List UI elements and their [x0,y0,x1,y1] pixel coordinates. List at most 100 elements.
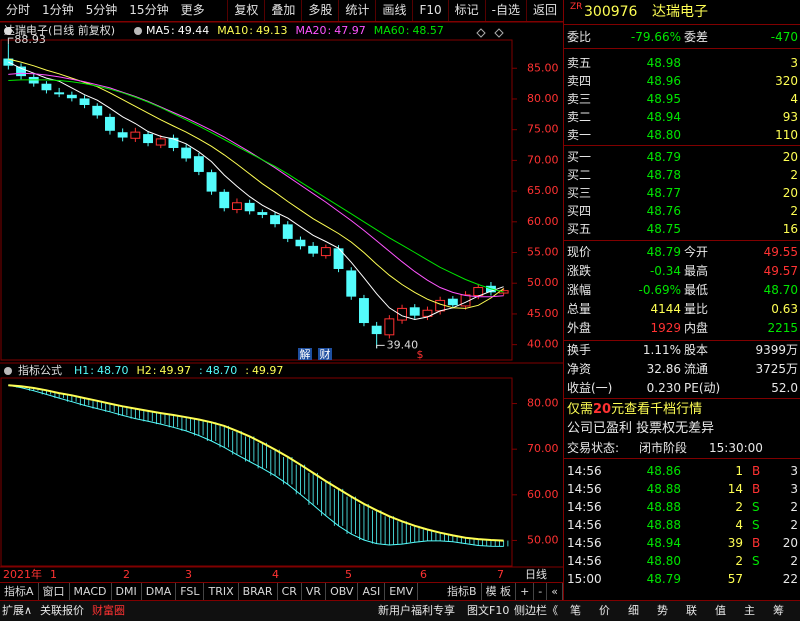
toolbar-button[interactable]: -自选 [484,0,526,21]
y-tick-label: 85.00 [527,61,559,74]
promo[interactable]: 仅需20元查看千档行情 [567,401,702,419]
indicator-tab[interactable]: EMV [385,583,419,600]
quote-cell: 15:00 [567,572,602,586]
quote-cell: 48.94 [646,110,681,124]
indicator-tab[interactable]: BRAR [239,583,278,600]
toolbar-button[interactable]: 画线 [375,0,412,21]
quote-cell: 48.76 [646,204,681,218]
candle-body [320,247,331,257]
indicator-tab[interactable]: 窗口 [39,583,70,600]
y-tick-label: 50.00 [527,276,559,289]
candle-body [16,66,26,77]
quote-cell: 48.88 [646,482,681,496]
toolbar-button[interactable]: 15分钟 [129,3,169,17]
quote-cell: 总量 [567,302,592,316]
sub-plot-frame [0,377,513,567]
quote-cell: 2 [790,554,798,568]
indicator-tab[interactable]: ASI [358,583,386,600]
toolbar-button[interactable]: 5分钟 [85,3,118,17]
quote-cell: 最低 [684,283,709,297]
toolbar-button[interactable]: 多股 [301,0,338,21]
indicator-tab[interactable]: + [516,583,535,600]
quote-cell: 49.57 [763,264,798,278]
chart-title: 达瑞电子(日线 前复权) [4,23,115,37]
indicator-tab[interactable]: FSL [176,583,205,600]
side-tab[interactable]: 势 [657,604,668,617]
toolbar-button[interactable]: 返回 [525,0,563,21]
side-tab[interactable]: 值 [715,604,726,617]
legend-name: MA10 [217,24,248,37]
quote-cell: 1 [735,464,743,478]
quote-cell: 4 [790,92,798,106]
bottom-button[interactable]: 扩展∧ [2,604,33,617]
bottom-bar: 扩展∧ 关联报价 财富圈 新用户福利专享 图文F10 侧边栏《笔 价 细 势 联 值 主 筹 [0,600,800,621]
quote-cell: 买一 [567,150,592,164]
quote-cell: 买三 [567,186,592,200]
bottom-button[interactable]: 图文F10 [467,604,510,617]
indicator-tab[interactable]: DMI [112,583,142,600]
quote-cell: 流通 [684,362,709,376]
legend-separator: : [90,364,94,377]
event-marker-bg [298,348,312,360]
indicator-tab[interactable]: 指标A [0,583,39,600]
indicator-tab[interactable]: OBV [326,583,359,600]
toolbar-button[interactable]: 叠加 [264,0,301,21]
quote-cell: 涨跌 [567,264,592,278]
indicator-line [8,384,504,542]
indicator-tab[interactable]: DMA [142,583,177,600]
side-tab[interactable]: 笔 [570,604,581,617]
title-icon [4,367,12,375]
quote-cell: 52.0 [771,381,798,395]
bottom-button[interactable]: 侧边栏《 [514,604,558,617]
indicator-tab[interactable]: « [547,583,563,600]
quote-cell: 闭市阶段 [639,441,688,455]
toolbar-button[interactable]: 1分钟 [42,3,74,17]
quote-cell: S [752,518,760,532]
toolbar-button[interactable]: F10 [412,0,447,21]
side-tab[interactable]: 主 [744,604,755,617]
diamond-icon[interactable] [476,28,486,38]
bottom-button[interactable]: 关联报价 [40,604,84,617]
separator [564,458,800,459]
toolbar-button[interactable]: 统计 [338,0,375,21]
legend-separator: : [199,364,203,377]
indicator-tab[interactable]: 模 板 [482,583,517,600]
toolbar-button[interactable]: 复权 [227,0,264,21]
quote-cell: 48.79 [646,572,681,586]
indicator-tab[interactable]: CR [278,583,302,600]
side-tab[interactable]: 筹 [773,604,784,617]
candle-body [117,132,128,138]
quote-cell: 量比 [684,302,709,316]
indicator-tab[interactable]: TRIX [204,583,239,600]
toolbar-button[interactable]: 标记 [447,0,485,21]
side-tab[interactable]: 价 [599,604,610,617]
quote-cell: 48.94 [646,536,681,550]
quote-cell: 14:56 [567,500,602,514]
quote-cell: 3725万 [755,362,798,376]
candle-body [295,239,306,247]
indicator-tab[interactable]: MACD [70,583,112,600]
candle-body [282,224,293,239]
side-tab[interactable]: 联 [686,604,697,617]
quote-cell: -470 [770,30,798,44]
legend-name: H1 [74,364,89,377]
quote-cell: 320 [775,74,798,88]
quote-cell: 委差 [684,30,709,44]
quote-cell: 1.11% [642,343,681,357]
legend-value: 48.70 [97,364,129,377]
quote-cell: 20 [782,150,798,164]
indicator-tab[interactable]: VR [302,583,327,600]
indicator-tab[interactable]: 指标B [443,583,482,600]
diamond-icon[interactable] [494,28,504,38]
candle-body [346,270,357,297]
toolbar-button[interactable]: 更多 [180,3,205,17]
indicator-tab[interactable]: - [534,583,548,600]
bottom-button[interactable]: 新用户福利专享 [378,604,455,617]
legend-separator: : [171,24,175,37]
quote-cell: 换手 [567,343,592,357]
quote-cell: 48.88 [646,500,681,514]
quote-cell: 16 [782,222,798,236]
bottom-button[interactable]: 财富圈 [92,604,125,617]
toolbar-button[interactable]: 分时 [6,3,31,17]
side-tab[interactable]: 细 [628,604,639,617]
